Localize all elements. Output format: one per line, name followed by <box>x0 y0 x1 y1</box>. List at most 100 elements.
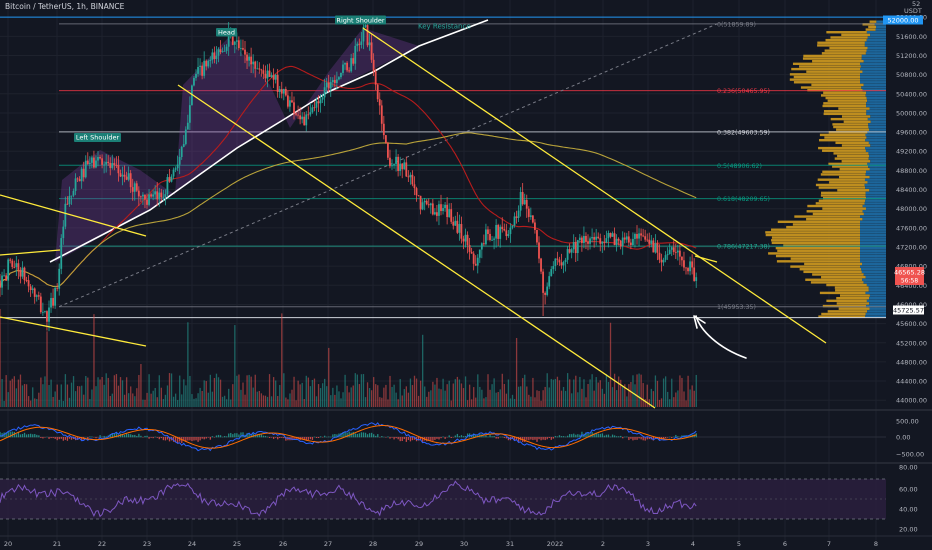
candle-body[interactable] <box>687 268 689 272</box>
candle-body[interactable] <box>652 240 655 253</box>
candle-body[interactable] <box>121 174 124 177</box>
candle-body[interactable] <box>585 236 587 242</box>
candle-body[interactable] <box>603 241 606 243</box>
candle-body[interactable] <box>387 143 389 158</box>
candle-body[interactable] <box>250 56 253 65</box>
candle-body[interactable] <box>276 74 279 92</box>
candle-body[interactable] <box>540 258 542 272</box>
candle-body[interactable] <box>464 234 467 242</box>
candle-body[interactable] <box>158 192 161 200</box>
candle-body[interactable] <box>35 295 38 297</box>
candle-body[interactable] <box>478 249 481 258</box>
candle-body[interactable] <box>632 238 634 246</box>
candle-body[interactable] <box>186 122 189 130</box>
trendline-left-short[interactable] <box>0 249 61 256</box>
candle-body[interactable] <box>227 30 230 47</box>
candle-body[interactable] <box>174 168 177 170</box>
candle-body[interactable] <box>648 239 651 244</box>
candle-body[interactable] <box>474 263 477 266</box>
candle-body[interactable] <box>33 288 36 297</box>
candle-body[interactable] <box>678 250 681 257</box>
candle-body[interactable] <box>521 192 524 205</box>
candle-body[interactable] <box>54 287 57 306</box>
candle-body[interactable] <box>405 162 408 177</box>
candle-body[interactable] <box>389 157 391 167</box>
candle-body[interactable] <box>84 160 87 178</box>
candle-body[interactable] <box>11 260 14 267</box>
candle-body[interactable] <box>503 229 506 231</box>
candle-body[interactable] <box>374 71 377 85</box>
candle-body[interactable] <box>13 266 16 268</box>
candle-body[interactable] <box>342 64 344 73</box>
candle-body[interactable] <box>172 169 175 177</box>
candle-body[interactable] <box>448 209 451 218</box>
candle-body[interactable] <box>39 296 42 313</box>
candle-body[interactable] <box>384 135 387 144</box>
candle-body[interactable] <box>199 65 201 67</box>
candle-body[interactable] <box>52 297 54 306</box>
candle-body[interactable] <box>587 241 589 244</box>
fib-trend-line[interactable] <box>58 23 718 308</box>
candle-body[interactable] <box>240 48 242 49</box>
candle-body[interactable] <box>411 174 414 185</box>
candle-body[interactable] <box>41 311 44 313</box>
candle-body[interactable] <box>597 236 600 239</box>
candle-body[interactable] <box>370 42 373 60</box>
candle-body[interactable] <box>550 269 553 277</box>
candle-body[interactable] <box>401 163 404 170</box>
candle-body[interactable] <box>695 277 698 281</box>
candle-body[interactable] <box>182 144 185 147</box>
candle-body[interactable] <box>538 242 540 259</box>
candle-body[interactable] <box>129 173 132 188</box>
candle-body[interactable] <box>62 226 65 239</box>
candle-body[interactable] <box>233 41 236 45</box>
candle-body[interactable] <box>525 199 528 209</box>
candle-body[interactable] <box>303 116 306 126</box>
candle-body[interactable] <box>150 194 152 197</box>
candle-body[interactable] <box>191 85 193 106</box>
candle-body[interactable] <box>260 69 263 71</box>
candle-body[interactable] <box>68 196 71 205</box>
candle-body[interactable] <box>248 56 250 61</box>
neckline[interactable] <box>49 19 489 263</box>
candle-body[interactable] <box>231 30 234 45</box>
candle-body[interactable] <box>246 54 248 61</box>
candle-body[interactable] <box>115 164 118 166</box>
candle-body[interactable] <box>66 203 69 205</box>
candle-body[interactable] <box>97 157 99 161</box>
candle-body[interactable] <box>166 177 169 195</box>
candle-body[interactable] <box>164 194 167 197</box>
candle-body[interactable] <box>489 233 491 240</box>
candle-body[interactable] <box>397 156 400 171</box>
candle-body[interactable] <box>409 174 412 178</box>
candle-body[interactable] <box>242 48 244 50</box>
candle-body[interactable] <box>507 234 510 237</box>
candle-body[interactable] <box>536 229 538 243</box>
candle-body[interactable] <box>395 156 397 165</box>
candle-body[interactable] <box>591 237 593 239</box>
candle-body[interactable] <box>325 82 328 88</box>
candle-body[interactable] <box>125 176 128 180</box>
candle-body[interactable] <box>495 224 498 239</box>
candle-body[interactable] <box>619 240 622 247</box>
candle-body[interactable] <box>574 242 577 254</box>
candle-body[interactable] <box>93 157 95 168</box>
candle-body[interactable] <box>578 237 581 241</box>
candle-body[interactable] <box>470 251 473 254</box>
candle-body[interactable] <box>338 77 340 80</box>
candle-body[interactable] <box>221 51 224 53</box>
candle-body[interactable] <box>372 59 375 72</box>
candle-body[interactable] <box>162 196 165 198</box>
candle-body[interactable] <box>566 249 569 260</box>
candle-body[interactable] <box>450 209 453 222</box>
candle-body[interactable] <box>56 287 59 289</box>
candle-body[interactable] <box>693 267 696 281</box>
candle-body[interactable] <box>442 208 444 212</box>
candle-body[interactable] <box>444 204 446 209</box>
candle-body[interactable] <box>154 191 157 195</box>
candle-body[interactable] <box>472 253 475 264</box>
candle-body[interactable] <box>291 100 293 103</box>
candle-body[interactable] <box>278 89 281 92</box>
candle-body[interactable] <box>558 259 561 263</box>
